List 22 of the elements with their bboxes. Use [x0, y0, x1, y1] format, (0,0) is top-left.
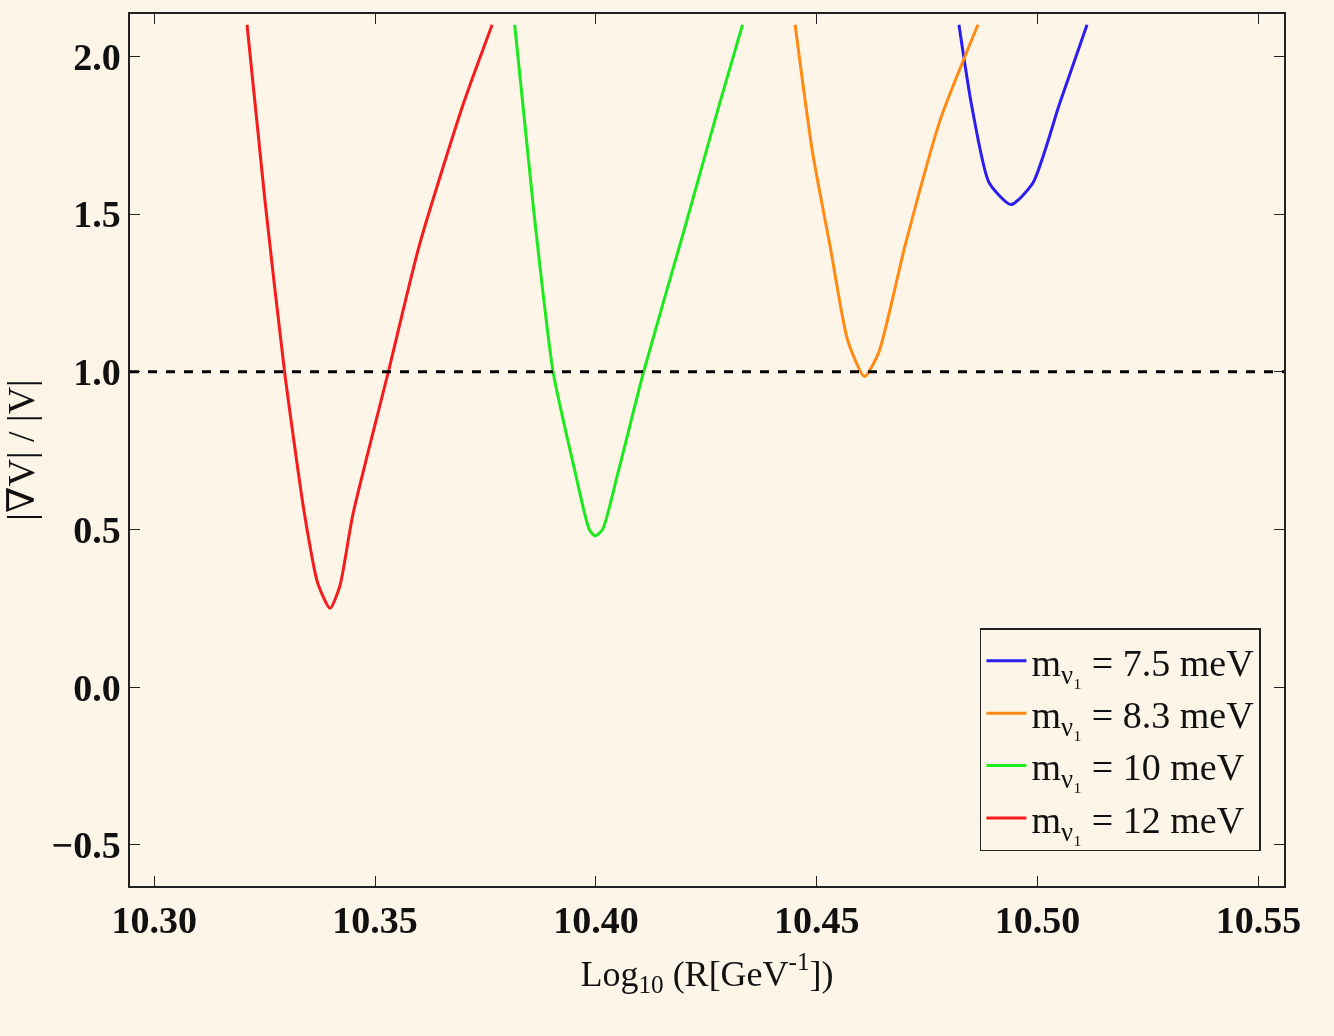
- legend-label: m$_{ν₁}$ = 12 meV: [1031, 798, 1245, 847]
- legend-label: m$_{ν₁}$ = 10 meV: [1031, 746, 1245, 795]
- legend-label: m$_{ν₁}$ = 7.5 meV: [1031, 641, 1255, 690]
- x-axis-title: Log$_{10}$ (R[GeV$^{-1}$]): [580, 948, 834, 999]
- line-series: [513, 23, 745, 538]
- y-axis-title: |∇V| / |V|: [0, 379, 42, 521]
- y-tick-label: 1.0: [73, 351, 121, 394]
- y-tick-label: −0.5: [51, 824, 121, 867]
- x-tick-label: 10.55: [1215, 899, 1302, 942]
- y-tick-label: 0.0: [73, 666, 121, 709]
- line-series: [957, 23, 1089, 207]
- x-tick-label: 10.50: [994, 899, 1081, 942]
- line-series: [245, 23, 494, 610]
- x-tick-label: 10.30: [111, 899, 198, 942]
- x-tick-label: 10.40: [553, 899, 639, 942]
- y-tick-label: 1.5: [73, 193, 121, 236]
- legend-label: m$_{ν₁}$ = 8.3 meV: [1031, 694, 1255, 743]
- x-tick-label: 10.45: [774, 899, 860, 942]
- x-tick-label: 10.35: [332, 899, 418, 942]
- y-tick-label: 2.0: [73, 35, 121, 78]
- y-tick-label: 0.5: [73, 508, 121, 551]
- line-series: [793, 23, 980, 378]
